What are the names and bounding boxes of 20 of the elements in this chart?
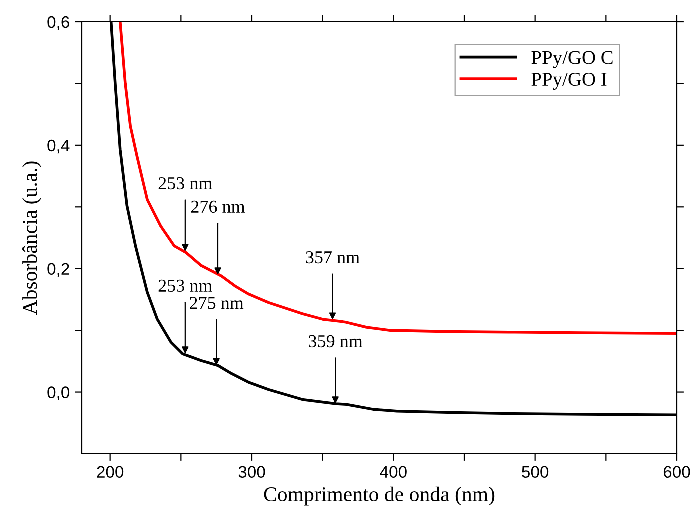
y-axis-title: Absorbância (u.a.) [22,162,42,316]
x-axis-title: Comprimento de onda (nm) [264,486,495,506]
annotation: 276 nm [191,200,246,214]
annotation: 275 nm [190,297,244,310]
x-tick-label: 600 [664,466,690,478]
y-tick-label: 0,2 [48,263,70,278]
legend-label: PPy/GO I [532,72,607,90]
x-tick-label: 500 [522,466,549,478]
y-tick-label: 0,6 [48,16,70,30]
y-tick-label: 0,0 [48,386,70,400]
annotation: 359 nm [309,335,363,348]
annotation: 357 nm [306,252,360,264]
x-tick-label: 300 [238,466,266,478]
y-tick-label: 0,4 [48,140,70,154]
x-tick-label: 400 [380,466,407,478]
line-series [119,22,677,336]
x-tick-label: 200 [97,466,124,478]
annotation: 253 nm [158,177,212,190]
annotation: 253 nm [158,280,212,292]
legend-label: PPy/GO C [532,51,613,68]
